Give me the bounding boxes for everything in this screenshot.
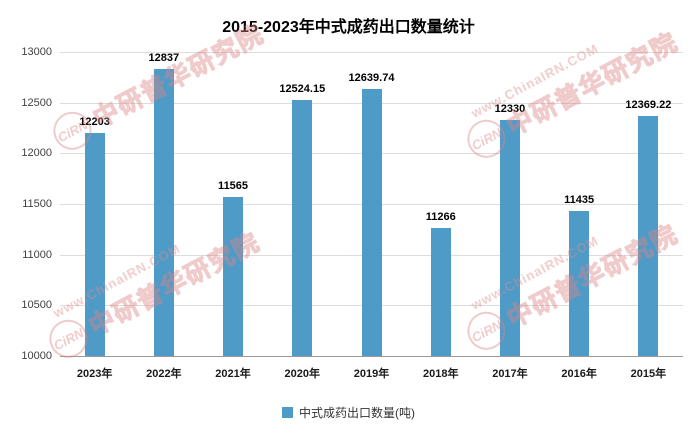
bar bbox=[638, 115, 659, 356]
x-axis-label: 2017年 bbox=[492, 368, 528, 380]
y-axis-tick-label: 10000 bbox=[21, 350, 52, 362]
plot-area: 10000 10500 11000 11500 12000 12500 13000 12203… bbox=[21, 46, 683, 380]
chart-title: 2015-2023年中式成药出口数量统计 bbox=[222, 19, 475, 36]
bar-value-label: 11266 bbox=[425, 210, 456, 223]
gridline bbox=[60, 356, 683, 357]
gridline bbox=[60, 52, 683, 53]
bar bbox=[292, 100, 313, 356]
bar-value-label: 11435 bbox=[564, 193, 595, 206]
y-axis-tick-label: 10500 bbox=[21, 299, 52, 312]
y-axis-tick-label: 11500 bbox=[22, 198, 52, 210]
bar-value-label: 11565 bbox=[218, 180, 249, 193]
y-axis-tick-label: 11000 bbox=[22, 248, 52, 261]
bar-value-label: 12524.15 bbox=[279, 83, 326, 96]
bar bbox=[223, 197, 244, 356]
legend: 中式成药出口数量(吨) bbox=[0, 404, 697, 421]
y-axis-tick-label: 12000 bbox=[21, 147, 52, 160]
bar bbox=[84, 132, 105, 356]
x-axis-label: 2016年 bbox=[561, 368, 597, 380]
bar-value-label: 12203 bbox=[79, 115, 110, 128]
bar bbox=[499, 119, 520, 356]
legend-swatch bbox=[282, 407, 293, 418]
x-axis-label: 2022年 bbox=[146, 368, 182, 380]
y-axis-tick-label: 12500 bbox=[21, 96, 52, 109]
x-axis-label: 2021年 bbox=[215, 368, 251, 380]
bar-value-label: 12837 bbox=[148, 51, 180, 64]
bar-value-label: 12330 bbox=[494, 102, 526, 115]
bar-value-label: 12369.22 bbox=[625, 98, 672, 111]
x-axis-label: 2019年 bbox=[353, 368, 390, 380]
bar bbox=[430, 227, 451, 356]
x-axis-label: 2015年 bbox=[630, 368, 667, 380]
bar-value-label: 12639.74 bbox=[348, 71, 395, 84]
x-axis-label: 2020年 bbox=[284, 368, 321, 380]
bar bbox=[361, 88, 382, 356]
bar bbox=[153, 68, 174, 356]
bar bbox=[569, 210, 590, 356]
legend-label: 中式成药出口数量(吨) bbox=[299, 406, 415, 420]
x-axis-label: 2023年 bbox=[76, 368, 113, 380]
x-axis-label: 2018年 bbox=[422, 368, 459, 380]
y-axis-tick-label: 13000 bbox=[21, 46, 52, 58]
